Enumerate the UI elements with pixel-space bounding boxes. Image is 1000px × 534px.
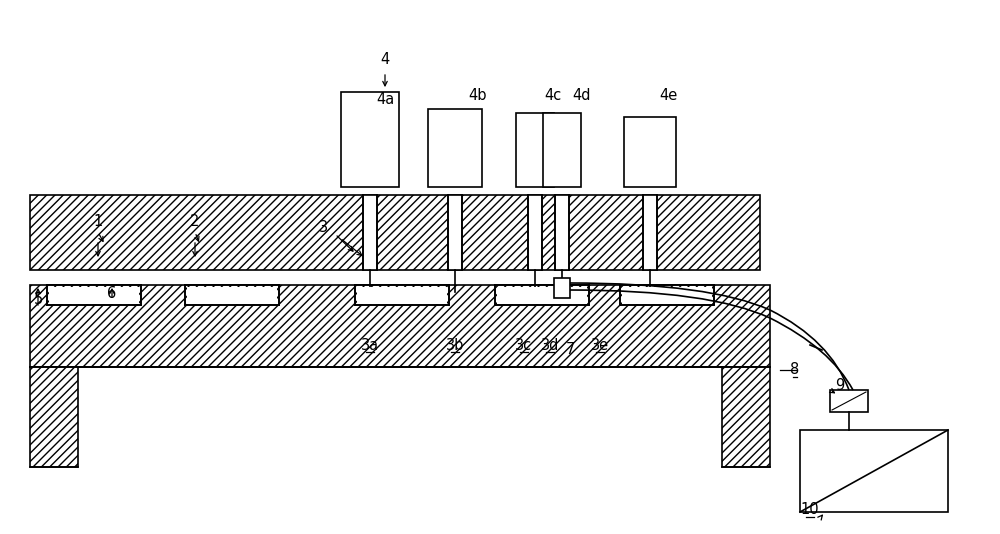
Bar — [624, 117, 676, 187]
Text: 10: 10 — [801, 502, 819, 517]
Bar — [448, 195, 462, 270]
Bar — [528, 195, 542, 270]
Bar — [30, 367, 78, 467]
Bar — [357, 287, 447, 304]
Bar — [428, 109, 482, 187]
Text: 3a: 3a — [361, 337, 379, 352]
Bar — [47, 285, 141, 305]
Bar — [643, 195, 657, 270]
Text: 1: 1 — [93, 215, 103, 230]
Bar — [187, 287, 277, 304]
Bar — [516, 113, 554, 187]
Text: 4b: 4b — [469, 88, 487, 103]
Bar — [30, 195, 760, 270]
Text: 9: 9 — [835, 379, 845, 394]
Text: 8: 8 — [790, 363, 800, 378]
Text: 7: 7 — [565, 342, 575, 357]
Text: 3b: 3b — [446, 337, 464, 352]
Bar — [620, 285, 714, 305]
Bar — [622, 287, 712, 304]
Bar — [830, 390, 868, 412]
Text: 3e: 3e — [591, 337, 609, 352]
Bar — [800, 430, 948, 512]
Text: 5: 5 — [33, 293, 43, 308]
Text: 3c: 3c — [515, 337, 533, 352]
Bar — [185, 285, 279, 305]
Text: 2: 2 — [190, 215, 200, 230]
Bar — [555, 195, 569, 270]
Text: 4c: 4c — [544, 88, 562, 103]
Text: 4d: 4d — [573, 88, 591, 103]
Bar — [355, 285, 449, 305]
Bar — [497, 287, 587, 304]
Bar — [49, 287, 139, 304]
Text: 6: 6 — [107, 286, 117, 301]
Bar — [543, 113, 581, 187]
Text: 4: 4 — [380, 52, 390, 67]
Bar — [554, 278, 570, 298]
Bar — [363, 195, 377, 270]
Text: 3: 3 — [318, 221, 328, 235]
Bar — [341, 92, 399, 187]
Bar — [495, 285, 589, 305]
Bar — [722, 367, 770, 467]
Text: 4e: 4e — [659, 88, 677, 103]
Text: 4a: 4a — [376, 92, 394, 107]
Bar — [30, 285, 770, 367]
Text: 3d: 3d — [541, 337, 559, 352]
